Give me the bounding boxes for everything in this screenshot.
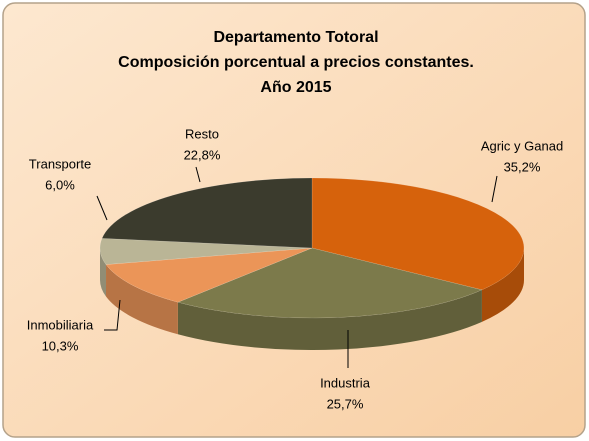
slice-label: Resto	[185, 126, 219, 141]
slice-side	[100, 248, 107, 297]
slice-value-label: 25,7%	[327, 396, 364, 411]
slice-value-label: 10,3%	[42, 338, 79, 353]
slice	[177, 247, 483, 319]
leader-line	[96, 195, 108, 221]
slice-label: Transporte	[29, 156, 91, 171]
slice-side	[481, 248, 524, 322]
chart-title: Departamento Totoral	[213, 29, 378, 46]
slice	[311, 177, 525, 291]
leader-line	[195, 166, 201, 183]
slice-value-label: 6,0%	[45, 177, 75, 192]
slice-value-label: 22,8%	[184, 147, 221, 162]
slice	[99, 238, 313, 265]
slice	[101, 177, 313, 249]
slice-label: Agric y Ganad	[481, 138, 563, 153]
leader-line	[491, 175, 498, 203]
chart-title: Año 2015	[260, 79, 331, 96]
slice-label: Industria	[320, 375, 371, 390]
slice-side	[106, 264, 178, 335]
slice-side	[177, 289, 482, 350]
chart-title: Composición porcentual a precios constan…	[118, 54, 474, 71]
slice-value-label: 35,2%	[504, 159, 541, 174]
slice	[105, 247, 313, 303]
leader-line	[104, 299, 121, 331]
slice-label: Inmobiliaria	[27, 317, 94, 332]
